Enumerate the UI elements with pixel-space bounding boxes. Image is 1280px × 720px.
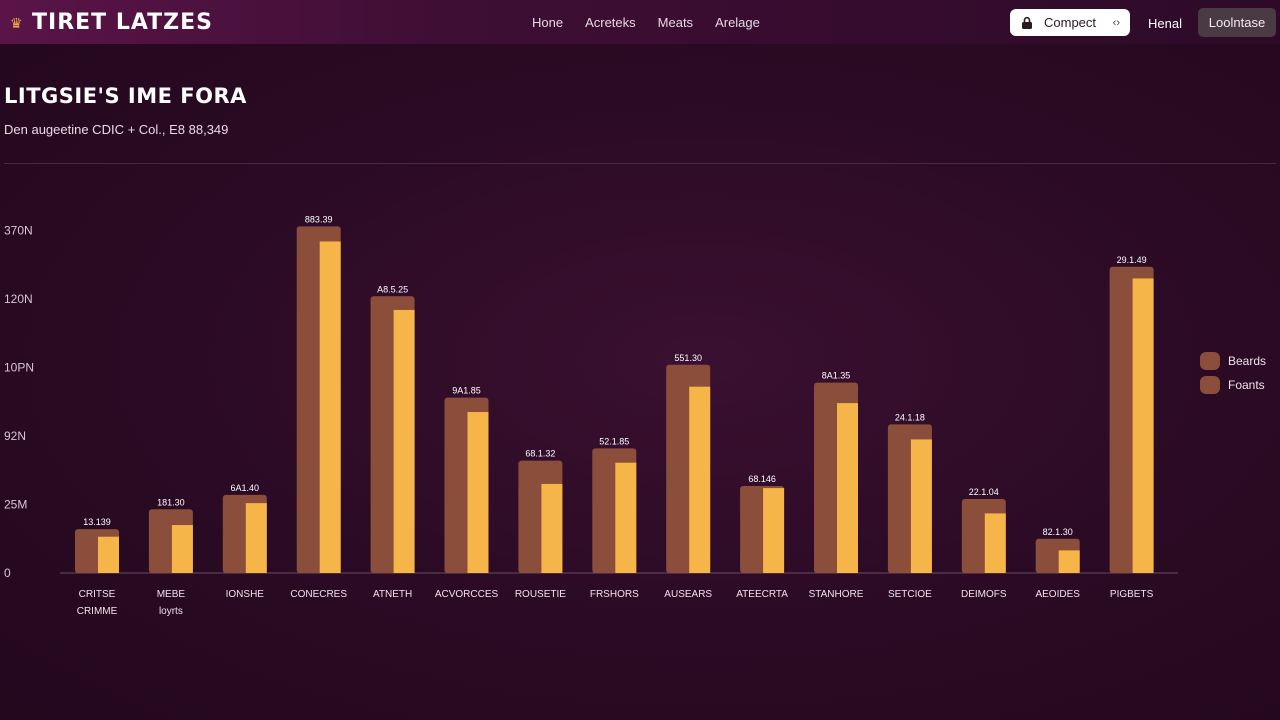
legend-item-series-2[interactable]: Foants: [1200, 376, 1266, 394]
legend-label-series-2: Foants: [1228, 378, 1265, 392]
bar-chart: 0 25M 92N 10PN 120N 370N 13.139 CRITSE CRIMME 181…: [4, 214, 1178, 617]
y-tick-label: 25M: [4, 498, 27, 512]
y-tick-label: 370N: [4, 224, 33, 238]
x-tick-label: STANHORE: [809, 589, 864, 600]
bar-series-2: [1132, 278, 1154, 573]
legend-swatch-series-1: [1200, 352, 1220, 370]
legend-label-series-1: Beards: [1228, 354, 1267, 368]
bar-series-2: [763, 488, 785, 573]
data-label: 8A1.35: [822, 371, 851, 381]
nav-item-meats[interactable]: Meats: [657, 15, 694, 30]
data-label: A8.5.25: [377, 284, 408, 294]
x-tick-label: AUSEARS: [664, 589, 712, 600]
nav-item-acreteks[interactable]: Acreteks: [585, 15, 636, 30]
top-bar: ♛ TIRET LATZES Hone Acreteks Meats Arela…: [0, 0, 1280, 44]
data-label: 22.1.04: [969, 487, 999, 497]
divider: [4, 163, 1276, 164]
x-tick-label: DEIMOFS: [961, 589, 1007, 600]
x-tick-label: ROUSETIE: [515, 589, 566, 600]
x-tick-label: CRIMME: [77, 606, 118, 617]
y-tick-label: 120N: [4, 292, 33, 306]
bar-series-2: [615, 462, 637, 573]
nav-item-arelage[interactable]: Arelage: [715, 15, 760, 30]
data-label: 29.1.49: [1117, 255, 1147, 265]
data-label: 24.1.18: [895, 412, 925, 422]
bar-series-2: [393, 309, 415, 573]
bar-series-2: [541, 483, 563, 573]
x-tick-label: CONECRES: [290, 589, 347, 600]
chart-legend: Beards Foants: [1200, 352, 1266, 400]
compact-dropdown[interactable]: Compect ‹›: [1010, 9, 1130, 36]
page-title: LITGSIE'S IME FORA: [4, 84, 247, 108]
data-label: 82.1.30: [1043, 527, 1073, 537]
chevron-icon: ‹›: [1112, 16, 1120, 29]
y-tick-label: 10PN: [4, 361, 34, 375]
legend-swatch-series-2: [1200, 376, 1220, 394]
legend-item-series-1[interactable]: Beards: [1200, 352, 1266, 370]
bar-series-2: [837, 403, 858, 573]
page-subtitle: Den augeetine CDIC + Col., E8 88,349: [4, 122, 229, 137]
data-label: 6A1.40: [231, 483, 260, 493]
x-tick-label: SETCIOE: [888, 589, 932, 600]
main-nav: Hone Acreteks Meats Arelage: [532, 15, 760, 30]
x-tick-label: AEOIDES: [1035, 589, 1080, 600]
bar-series-2: [467, 412, 489, 573]
x-tick-label: ATNETH: [373, 589, 412, 600]
brand-name: TIRET LATZES: [32, 10, 213, 35]
compact-label: Compect: [1044, 15, 1097, 30]
x-tick-label: FRSHORS: [590, 589, 639, 600]
trophy-icon: ♛: [10, 14, 23, 31]
data-label: 13.139: [83, 517, 111, 527]
loolntase-button[interactable]: Loolntase: [1198, 8, 1276, 37]
nav-item-home[interactable]: Hone: [532, 15, 564, 30]
x-tick-label: IONSHE: [226, 589, 265, 600]
henal-link[interactable]: Henal: [1148, 16, 1182, 31]
x-tick-label: CRITSE: [79, 589, 116, 600]
bar-series-2: [245, 503, 267, 573]
x-tick-label: loyrts: [159, 606, 183, 617]
data-label: 883.39: [305, 214, 333, 224]
bar-series-2: [319, 241, 341, 573]
brand[interactable]: ♛ TIRET LATZES: [10, 10, 213, 35]
x-tick-label: MEBE: [157, 589, 186, 600]
x-tick-label: ATEECRTA: [736, 589, 788, 600]
bar-series-2: [910, 439, 932, 573]
x-tick-label: PIGBETS: [1110, 589, 1154, 600]
bar-series-2: [984, 513, 1006, 573]
data-label: 551.30: [674, 353, 702, 363]
bar-series-2: [1058, 550, 1080, 573]
lock-icon: [1022, 16, 1032, 29]
data-label: 52.1.85: [599, 436, 629, 446]
data-label: 68.1.32: [525, 449, 555, 459]
y-tick-label: 92N: [4, 429, 26, 443]
data-label: 68.146: [748, 474, 776, 484]
bar-series-2: [98, 536, 119, 573]
bar-series-2: [171, 525, 193, 573]
data-label: 181.30: [157, 497, 185, 507]
y-tick-label: 0: [4, 566, 11, 580]
x-tick-label: ACVORCCES: [435, 589, 499, 600]
data-label: 9A1.85: [452, 386, 481, 396]
bar-series-2: [689, 386, 711, 573]
